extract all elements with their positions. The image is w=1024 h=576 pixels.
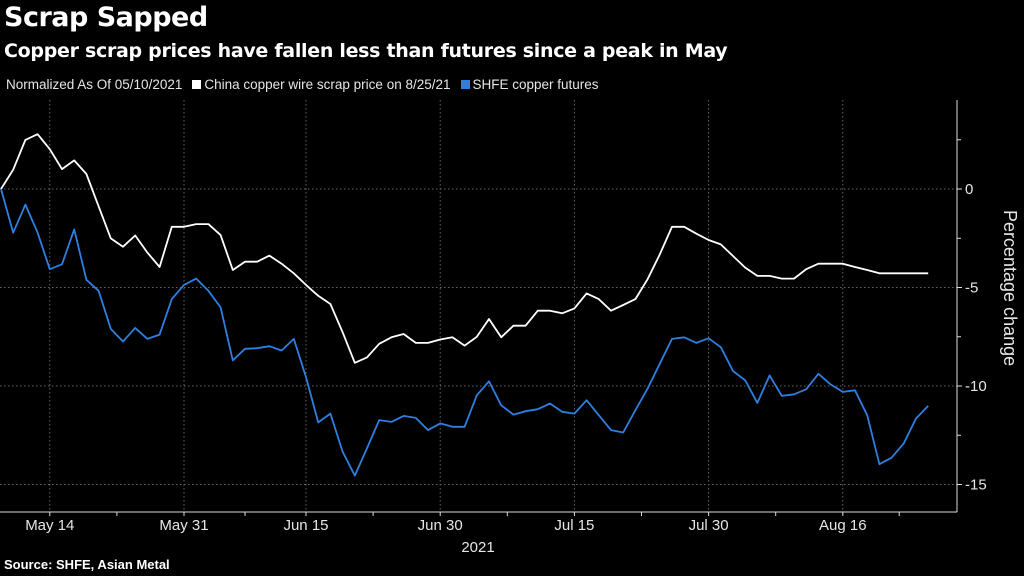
legend-item-scrap: China copper wire scrap price on 8/25/21 xyxy=(192,77,451,92)
source-note: Source: SHFE, Asian Metal xyxy=(4,557,170,572)
y-tick-label: -10 xyxy=(965,378,987,395)
futures-line xyxy=(0,188,929,477)
chart-title: Scrap Sapped xyxy=(4,2,208,33)
legend-swatch-scrap xyxy=(192,80,202,89)
legend: Normalized As Of 05/10/2021 China copper… xyxy=(6,77,599,92)
chart-subtitle: Copper scrap prices have fallen less tha… xyxy=(4,40,728,62)
x-tick-label: Jun 15 xyxy=(283,517,328,534)
legend-swatch-futures xyxy=(460,80,470,89)
scrap-price-line xyxy=(0,133,929,364)
x-tick-label: Aug 16 xyxy=(819,517,867,534)
grid xyxy=(0,100,957,512)
x-tick-label: Jul 15 xyxy=(554,517,594,534)
y-axis-label: Percentage change xyxy=(1000,210,1020,366)
x-axis-year-label: 2021 xyxy=(461,539,494,556)
legend-note: Normalized As Of 05/10/2021 xyxy=(6,77,183,92)
y-tick-label: 0 xyxy=(965,181,973,198)
x-tick-label: May 14 xyxy=(25,517,74,534)
x-tick-label: Jul 30 xyxy=(689,517,729,534)
y-tick-label: -5 xyxy=(965,280,978,297)
legend-label-futures: SHFE copper futures xyxy=(472,77,599,92)
y-tick-label: -15 xyxy=(965,477,987,494)
legend-label-scrap: China copper wire scrap price on 8/25/21 xyxy=(204,77,451,92)
x-tick-label: May 31 xyxy=(159,517,208,534)
axes: 0 -5 -10 -15 May 14 May 31 Jun 15 Jun 30 Jul 15 J… xyxy=(0,100,987,534)
series-lines xyxy=(0,133,929,477)
x-tick-label: Jun 30 xyxy=(418,517,463,534)
legend-item-futures: SHFE copper futures xyxy=(460,77,599,92)
